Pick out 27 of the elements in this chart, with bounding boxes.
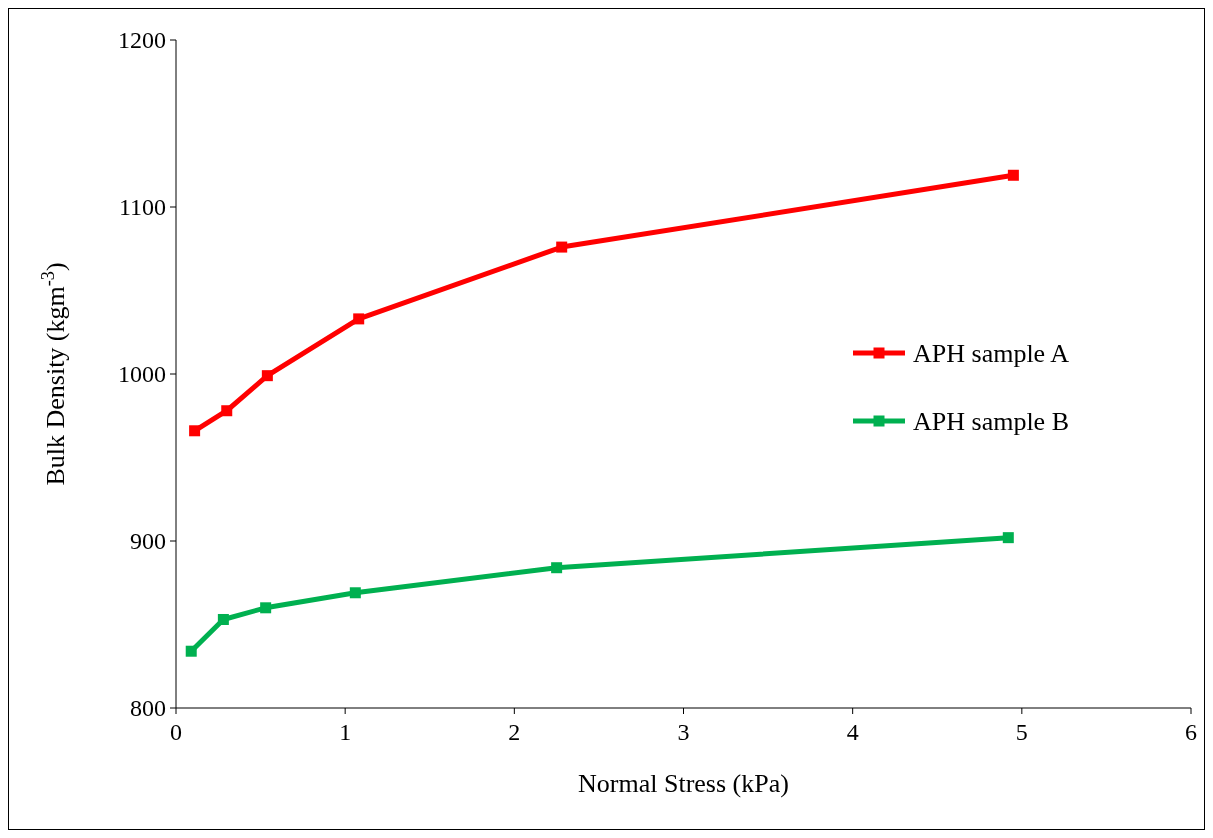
x-tick-label: 0 [170, 719, 182, 745]
point [551, 562, 563, 574]
point [221, 405, 233, 417]
point [217, 613, 229, 625]
point [185, 645, 197, 657]
x-tick-label: 4 [846, 719, 859, 745]
point [260, 602, 272, 614]
point [353, 313, 365, 325]
point [1007, 169, 1019, 181]
x-axis-title: Normal Stress (kPa) [578, 769, 789, 798]
x-tick-label: 5 [1015, 719, 1028, 745]
point [1002, 532, 1014, 544]
x-tick-label: 2 [508, 719, 521, 745]
y-tick-label: 800 [130, 695, 166, 722]
point [261, 370, 273, 382]
x-tick-label: 6 [1185, 719, 1197, 745]
y-tick-label: 900 [130, 528, 166, 555]
point [556, 241, 568, 253]
point [189, 425, 201, 437]
legend-label: APH sample B [913, 407, 1069, 437]
legend-label: APH sample A [913, 339, 1070, 369]
x-tick-label: 1 [339, 719, 352, 745]
x-tick-label: 3 [677, 719, 690, 745]
point [349, 587, 361, 599]
y-tick-label: 1000 [118, 361, 166, 388]
y-tick-label: 1100 [118, 194, 166, 221]
y-tick-label: 1200 [118, 27, 166, 54]
